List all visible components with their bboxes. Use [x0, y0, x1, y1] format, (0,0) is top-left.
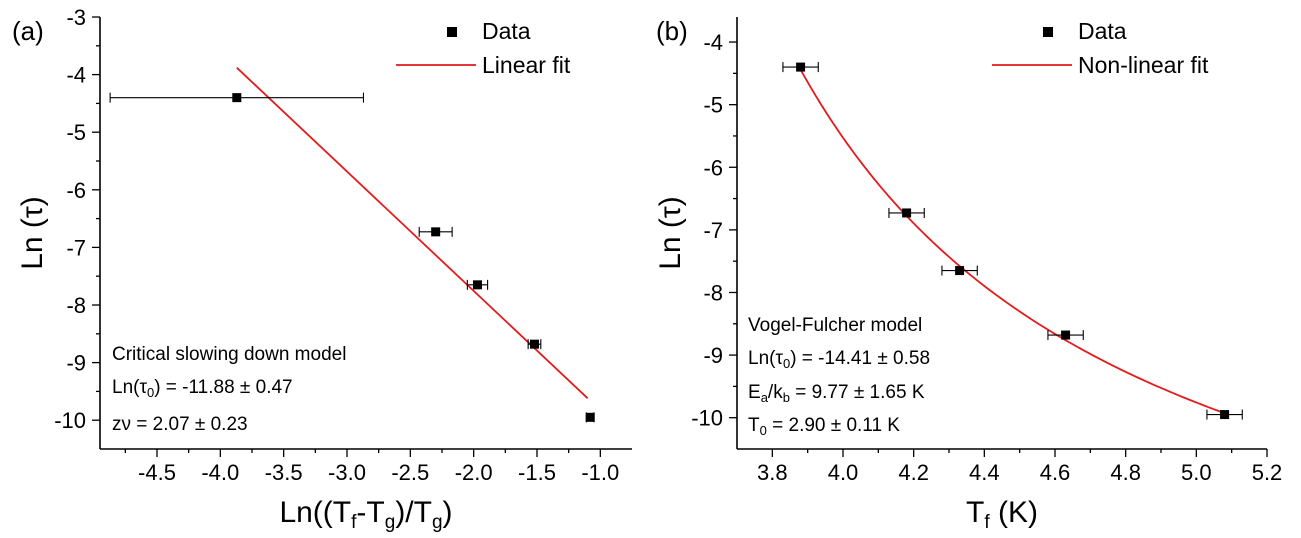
legend-marker-data — [1043, 27, 1053, 37]
x-tick-label: -1.5 — [518, 460, 556, 485]
data-point — [472, 280, 482, 290]
y-tick-label: -8 — [703, 280, 723, 305]
y-tick-label: -5 — [66, 120, 86, 145]
x-tick-label: -3.5 — [265, 460, 303, 485]
data-point — [1061, 330, 1071, 340]
data-point — [902, 208, 912, 218]
data-point — [585, 412, 595, 422]
y-tick-label: -9 — [66, 351, 86, 376]
panel-a: -4.5 -4.0 -3.5 -3.0 -2.5 -2.0 -1.5 -1.0 -10 -9 -8 -… — [12, 5, 632, 533]
x-tick-label: -4.5 — [138, 460, 176, 485]
y-axis-label: Ln (τ) — [654, 196, 687, 270]
legend-label-fit: Non-linear fit — [1078, 52, 1209, 78]
y-tick-label: -3 — [66, 5, 86, 30]
y-tick-label: -5 — [703, 93, 723, 118]
x-tick-label: 4.4 — [969, 460, 1000, 485]
y-axis-label: Ln (τ) — [16, 196, 49, 270]
panel-label: (a) — [12, 16, 44, 46]
y-tick-label: -9 — [703, 343, 723, 368]
annotation-line: T0 = 2.90 ± 0.11 K — [748, 415, 900, 438]
x-tick-label: -1.0 — [581, 460, 619, 485]
x-axis-label: Ln((Tf-Tg)/Tg) — [279, 496, 452, 533]
annotation-line: Ln(τ0) = -14.41 ± 0.58 — [748, 348, 930, 371]
x-tick-label: 4.8 — [1110, 460, 1141, 485]
x-tick-label: 4.6 — [1040, 460, 1071, 485]
data-point — [1220, 410, 1230, 420]
annotation-line: Ea/kb = 9.77 ± 1.65 K — [748, 382, 925, 405]
fit-curve — [799, 69, 1225, 415]
y-tick-label: -8 — [66, 293, 86, 318]
x-tick-label: 5.0 — [1181, 460, 1212, 485]
data-point — [232, 93, 242, 103]
x-axis-label: Tf (K) — [966, 496, 1038, 533]
legend-label-data: Data — [1078, 18, 1127, 44]
y-tick-label: -10 — [54, 408, 86, 433]
annotation-line: Vogel-Fulcher model — [748, 315, 922, 336]
y-tick-label: -4 — [703, 30, 723, 55]
panel-label: (b) — [656, 16, 688, 46]
data-point — [431, 227, 441, 237]
data-point — [796, 62, 806, 72]
legend-marker-data — [447, 27, 457, 37]
x-tick-label: -3.0 — [328, 460, 366, 485]
y-tick-label: -7 — [66, 235, 86, 260]
legend-label-data: Data — [482, 18, 531, 44]
x-tick-label: -2.0 — [455, 460, 493, 485]
x-tick-label: -4.0 — [201, 460, 239, 485]
data-point — [529, 339, 539, 349]
y-tick-label: -6 — [703, 155, 723, 180]
x-tick-label: 5.2 — [1252, 460, 1283, 485]
x-tick-label: 3.8 — [757, 460, 788, 485]
annotation-line: Critical slowing down model — [112, 344, 346, 365]
annotation-line: Ln(τ0) = -11.88 ± 0.47 — [112, 377, 293, 400]
x-tick-label: 4.0 — [828, 460, 859, 485]
data-point — [955, 266, 965, 276]
panel-b: 3.8 4.0 4.2 4.4 4.6 4.8 5.0 5.2 -10 -9 -8 -7 -6 -5 -4 L… — [654, 16, 1282, 533]
x-tick-label: -2.5 — [391, 460, 429, 485]
y-tick-label: -7 — [703, 218, 723, 243]
y-tick-label: -6 — [66, 178, 86, 203]
annotation-line: zν = 2.07 ± 0.23 — [112, 414, 248, 435]
x-tick-label: 4.2 — [898, 460, 929, 485]
y-tick-label: -4 — [66, 63, 86, 88]
y-tick-label: -10 — [691, 406, 723, 431]
fit-line — [236, 67, 589, 399]
legend-label-fit: Linear fit — [482, 52, 571, 78]
